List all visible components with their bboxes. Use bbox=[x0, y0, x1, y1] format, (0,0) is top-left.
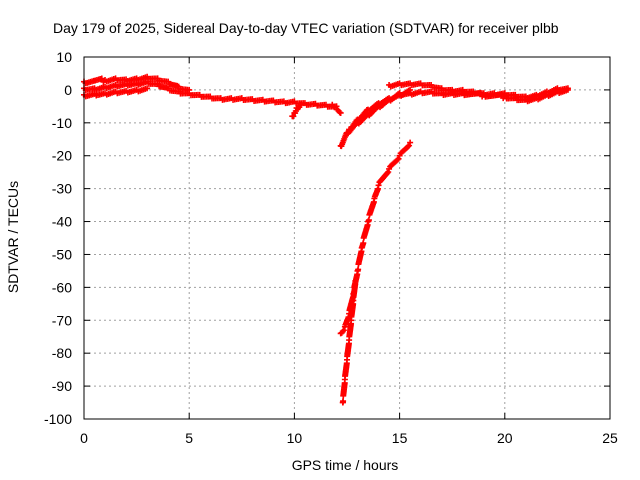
series-afternoon-band bbox=[386, 80, 571, 101]
x-tick-label: 20 bbox=[497, 430, 513, 446]
data-point bbox=[339, 399, 346, 406]
data-point bbox=[341, 323, 348, 330]
series-upper-band bbox=[81, 73, 193, 93]
series-afternoon-lower bbox=[396, 86, 571, 105]
grid-lines bbox=[84, 57, 610, 419]
data-point bbox=[366, 211, 373, 218]
y-tick-label: -70 bbox=[52, 312, 72, 328]
x-tick-label: 15 bbox=[392, 430, 408, 446]
data-point bbox=[398, 149, 405, 156]
y-tick-label: -10 bbox=[52, 115, 72, 131]
data-point bbox=[407, 139, 414, 146]
x-axis-label: GPS time / hours bbox=[292, 457, 399, 473]
y-tick-label: -60 bbox=[52, 279, 72, 295]
y-tick-label: -20 bbox=[52, 148, 72, 164]
data-point bbox=[360, 234, 367, 241]
data-point bbox=[386, 165, 393, 172]
series-lower-band bbox=[81, 85, 151, 100]
y-tick-label: -30 bbox=[52, 181, 72, 197]
x-tick-label: 25 bbox=[602, 430, 618, 446]
plot-frame bbox=[83, 56, 611, 420]
data-point bbox=[337, 330, 344, 337]
data-point bbox=[396, 152, 403, 159]
data-point bbox=[144, 85, 151, 92]
y-tick-label: 0 bbox=[64, 82, 72, 98]
x-tick-label: 0 bbox=[80, 430, 88, 446]
data-point bbox=[333, 103, 340, 110]
series-recovery-arm-2 bbox=[346, 86, 414, 133]
y-tick-label: -90 bbox=[52, 378, 72, 394]
data-point bbox=[477, 89, 484, 96]
y-axis-label: SDTVAR / TECUs bbox=[5, 181, 21, 293]
data-point bbox=[376, 179, 383, 186]
series-dip-small bbox=[289, 101, 304, 120]
series-deep-tail bbox=[339, 277, 359, 406]
data-point bbox=[297, 101, 304, 108]
data-point bbox=[337, 109, 344, 116]
x-tick-label: 10 bbox=[287, 430, 303, 446]
data-point bbox=[377, 178, 384, 185]
data-point bbox=[98, 75, 105, 82]
series-dip-segment bbox=[329, 101, 344, 116]
data-point bbox=[290, 113, 297, 120]
data-point bbox=[498, 91, 505, 98]
data-points bbox=[81, 73, 571, 406]
data-point bbox=[186, 86, 193, 93]
y-tick-label: -100 bbox=[44, 411, 72, 427]
y-tick-label: -50 bbox=[52, 246, 72, 262]
data-point bbox=[564, 86, 571, 93]
series-steep-drop bbox=[337, 139, 414, 337]
y-tick-label: 10 bbox=[56, 49, 72, 65]
data-point bbox=[355, 261, 362, 268]
chart-title: Day 179 of 2025, Sidereal Day-to-day VTE… bbox=[53, 20, 559, 36]
x-tick-label: 5 bbox=[185, 430, 193, 446]
data-point bbox=[388, 162, 395, 169]
data-point bbox=[340, 392, 347, 399]
y-tick-label: -40 bbox=[52, 214, 72, 230]
axis-ticks: 0 5 10 15 20 25 10 0 -10 -20 -30 -40 -50 -60 -70 -80 -90… bbox=[44, 49, 618, 446]
y-tick-label: -80 bbox=[52, 345, 72, 361]
